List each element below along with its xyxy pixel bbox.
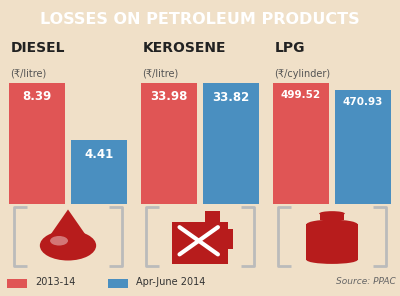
Bar [7,279,27,288]
Bar [108,279,128,288]
Text: KEROSENE: KEROSENE [142,41,226,55]
Text: LOSSES ON PETROLEUM PRODUCTS: LOSSES ON PETROLEUM PRODUCTS [40,12,360,28]
Ellipse shape [319,211,345,216]
Text: LPG: LPG [274,41,305,55]
Text: 33.98: 33.98 [150,90,188,103]
Polygon shape [46,210,90,241]
Bar [335,90,391,204]
Text: DIESEL: DIESEL [10,41,65,55]
Text: Apr-June 2014: Apr-June 2014 [136,277,206,287]
Bar [320,213,344,220]
Text: 4.41: 4.41 [84,148,114,161]
Text: 499.52: 499.52 [281,90,321,100]
Text: 33.82: 33.82 [212,91,250,104]
Text: Source: PPAC: Source: PPAC [336,277,396,287]
Text: (₹/litre): (₹/litre) [142,69,179,79]
Bar [205,211,220,223]
Bar [71,140,127,204]
Text: 470.93: 470.93 [343,97,383,107]
Text: 2013-14: 2013-14 [36,277,76,287]
Bar [141,83,197,204]
Text: 8.39: 8.39 [22,90,52,103]
Circle shape [50,236,68,246]
Bar [203,83,259,204]
Bar [306,224,358,260]
Ellipse shape [306,256,358,264]
Bar [273,83,329,204]
Bar [9,83,65,204]
Ellipse shape [306,220,358,229]
Bar [172,222,228,264]
Text: (₹/litre): (₹/litre) [10,69,47,79]
Bar [223,229,233,249]
Circle shape [40,231,96,260]
Text: (₹/cylinder): (₹/cylinder) [274,69,330,79]
